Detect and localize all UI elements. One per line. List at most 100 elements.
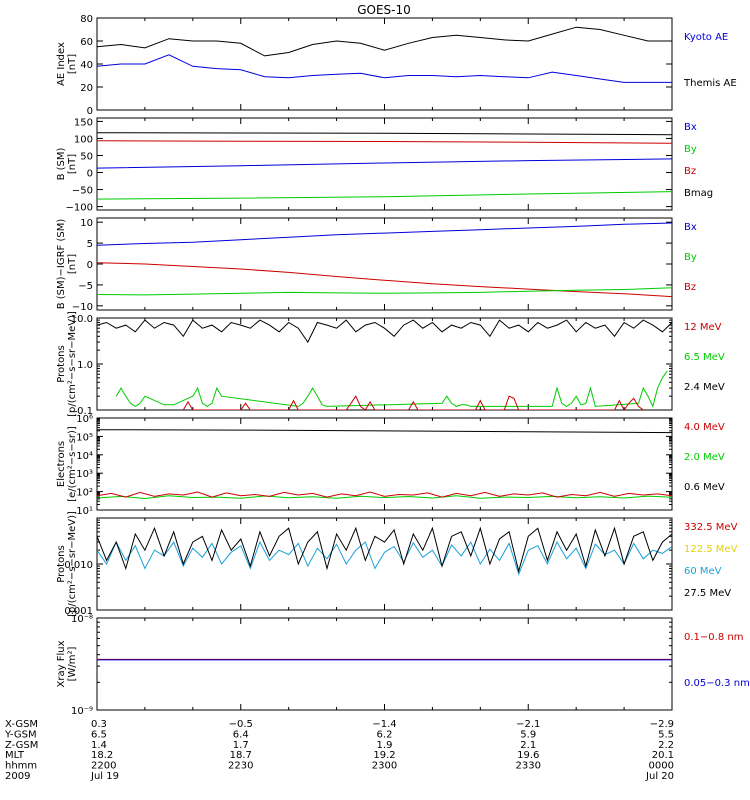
- y-tick-label: 0.010: [64, 560, 93, 571]
- panel-frame: [96, 617, 673, 711]
- y-tick-label: −10: [72, 302, 93, 313]
- y-tick-label: 0.1: [77, 406, 93, 417]
- x-row-value: −1.4: [372, 719, 396, 730]
- y-axis-unit: [p/(cm²−s−sr−MeV)]: [67, 311, 78, 417]
- y-axis-unit: [e/(cm²−s−sr)]: [67, 426, 78, 502]
- x-row-value: 1.7: [233, 740, 249, 751]
- legend-entry: By: [684, 252, 697, 263]
- series-group: [97, 132, 672, 200]
- legend-entry: Bz: [684, 166, 696, 177]
- series-2-4-mev: [97, 319, 672, 344]
- series-group: [97, 319, 672, 410]
- x-row-value: −2.9: [650, 719, 674, 730]
- y-axis-label: AE Index: [56, 42, 67, 86]
- series-0-6-mev: [97, 429, 672, 434]
- x-row-label: MLT: [5, 750, 25, 761]
- x-row-value: 18.2: [91, 750, 113, 761]
- y-axis-unit: [nT]: [67, 254, 78, 274]
- series-bx: [97, 158, 672, 169]
- series-group: [97, 429, 672, 500]
- y-tick-label: 5: [87, 239, 93, 250]
- y-axis-label: Protons: [56, 345, 67, 382]
- series-60-mev: [97, 540, 672, 576]
- y-tick-label: 10⁶: [76, 414, 93, 425]
- series-by: [97, 287, 672, 296]
- panel-xray: 10⁻⁹ 10⁻⁸ Xray Flux [W/m²] 0.1−0.8 nm 0.05−0.…: [56, 614, 750, 717]
- x-row-value: 2230: [228, 761, 253, 772]
- x-row-value: 6.4: [233, 729, 249, 740]
- x-row-value: 1.4: [91, 740, 107, 751]
- x-row-value: 2330: [516, 761, 541, 772]
- legend-entry: Bx: [684, 222, 697, 233]
- y-tick-label: 40: [80, 60, 93, 71]
- legend-entry: 12 MeV: [684, 322, 722, 333]
- x-row-value: 20.1: [652, 750, 674, 761]
- x-row-value: 5.9: [520, 729, 536, 740]
- y-tick-label: 10.0: [71, 314, 93, 325]
- legend-entry: 0.1−0.8 nm: [684, 632, 743, 643]
- panel-frame: [96, 217, 673, 311]
- legend-entry: Bmag: [684, 188, 713, 199]
- series-6-5-mev: [115, 370, 668, 408]
- series-12-mev: [182, 395, 644, 410]
- y-tick-label: 10⁻⁹: [71, 706, 93, 717]
- y-axis-label: Xray Flux: [56, 640, 67, 687]
- legend-entry: 27.5 MeV: [684, 588, 731, 599]
- series-27-5-mev: [97, 526, 672, 574]
- series-group: [97, 658, 672, 661]
- x-row-value: 6.5: [91, 729, 107, 740]
- x-row-value: 2.1: [520, 740, 536, 751]
- x-row-label: Z-GSM: [5, 740, 38, 751]
- x-row-value: −2.1: [516, 719, 540, 730]
- legend-entry: 6.5 MeV: [684, 352, 725, 363]
- x-row-value: 0.3: [91, 719, 107, 730]
- legend-entry: 332.5 MeV: [684, 522, 738, 533]
- series-kyoto-ae: [97, 26, 672, 57]
- x-row-value: Jul 20: [645, 771, 674, 782]
- y-tick-label: 10²: [76, 488, 93, 499]
- y-tick-label: 10¹: [76, 506, 93, 517]
- series-group: [97, 222, 672, 298]
- series-bx: [97, 222, 672, 246]
- y-axis-label: Protons: [56, 545, 67, 582]
- legend-entry: 122.5 MeV: [684, 544, 738, 555]
- x-axis-labels: X-GSM 0.3 −0.5 −1.4 −2.1 −2.9 Y-GSM 6.5 6.4 6.2 5.…: [4, 719, 674, 782]
- legend-entry: Themis AE: [683, 78, 737, 89]
- series-4-0-mev: [97, 491, 672, 498]
- panel-frame: [96, 317, 673, 411]
- y-axis-label: Electrons: [56, 441, 67, 487]
- y-tick-label: 100: [74, 134, 93, 145]
- y-axis-unit: [W/m²]: [67, 646, 78, 681]
- legend-entry: 0.05−0.3 nm: [684, 678, 750, 689]
- y-tick-label: −50: [72, 186, 93, 197]
- x-row-label: Y-GSM: [4, 729, 37, 740]
- y-tick-label: 150: [74, 117, 93, 128]
- panel-ae: 0 20 40 60 80 AE Index [nT] Kyoto AE Themis AE: [56, 14, 737, 117]
- legend-entry: Kyoto AE: [684, 32, 728, 43]
- series-by: [97, 191, 672, 200]
- series-2-0-mev: [97, 495, 672, 500]
- series-group: [97, 526, 672, 576]
- y-axis-unit: [nT]: [67, 54, 78, 74]
- panel-bsm: −100 −50 0 50 100 150 B (SM) [nT] Bx By Bz Bmag: [56, 117, 713, 213]
- y-tick-label: 1.0: [77, 360, 93, 371]
- series-bz: [97, 140, 672, 144]
- plot-title: GOES-10: [357, 3, 411, 17]
- x-row-value: 2200: [91, 761, 116, 772]
- x-row-value: 18.7: [230, 750, 252, 761]
- x-row-value: 1.9: [377, 740, 393, 751]
- y-tick-label: 80: [80, 14, 93, 25]
- x-row-value: 19.2: [373, 750, 395, 761]
- x-row-value: 6.2: [377, 729, 393, 740]
- y-axis-label: B (SM): [56, 147, 67, 180]
- y-tick-label: 10⁴: [76, 451, 93, 462]
- legend-entry: 4.0 MeV: [684, 422, 725, 433]
- y-tick-label: 50: [80, 151, 93, 162]
- y-tick-label: 10⁵: [76, 432, 93, 443]
- y-tick-label: 0: [87, 260, 93, 271]
- x-row-value: 5.5: [658, 729, 674, 740]
- y-tick-label: 20: [80, 83, 93, 94]
